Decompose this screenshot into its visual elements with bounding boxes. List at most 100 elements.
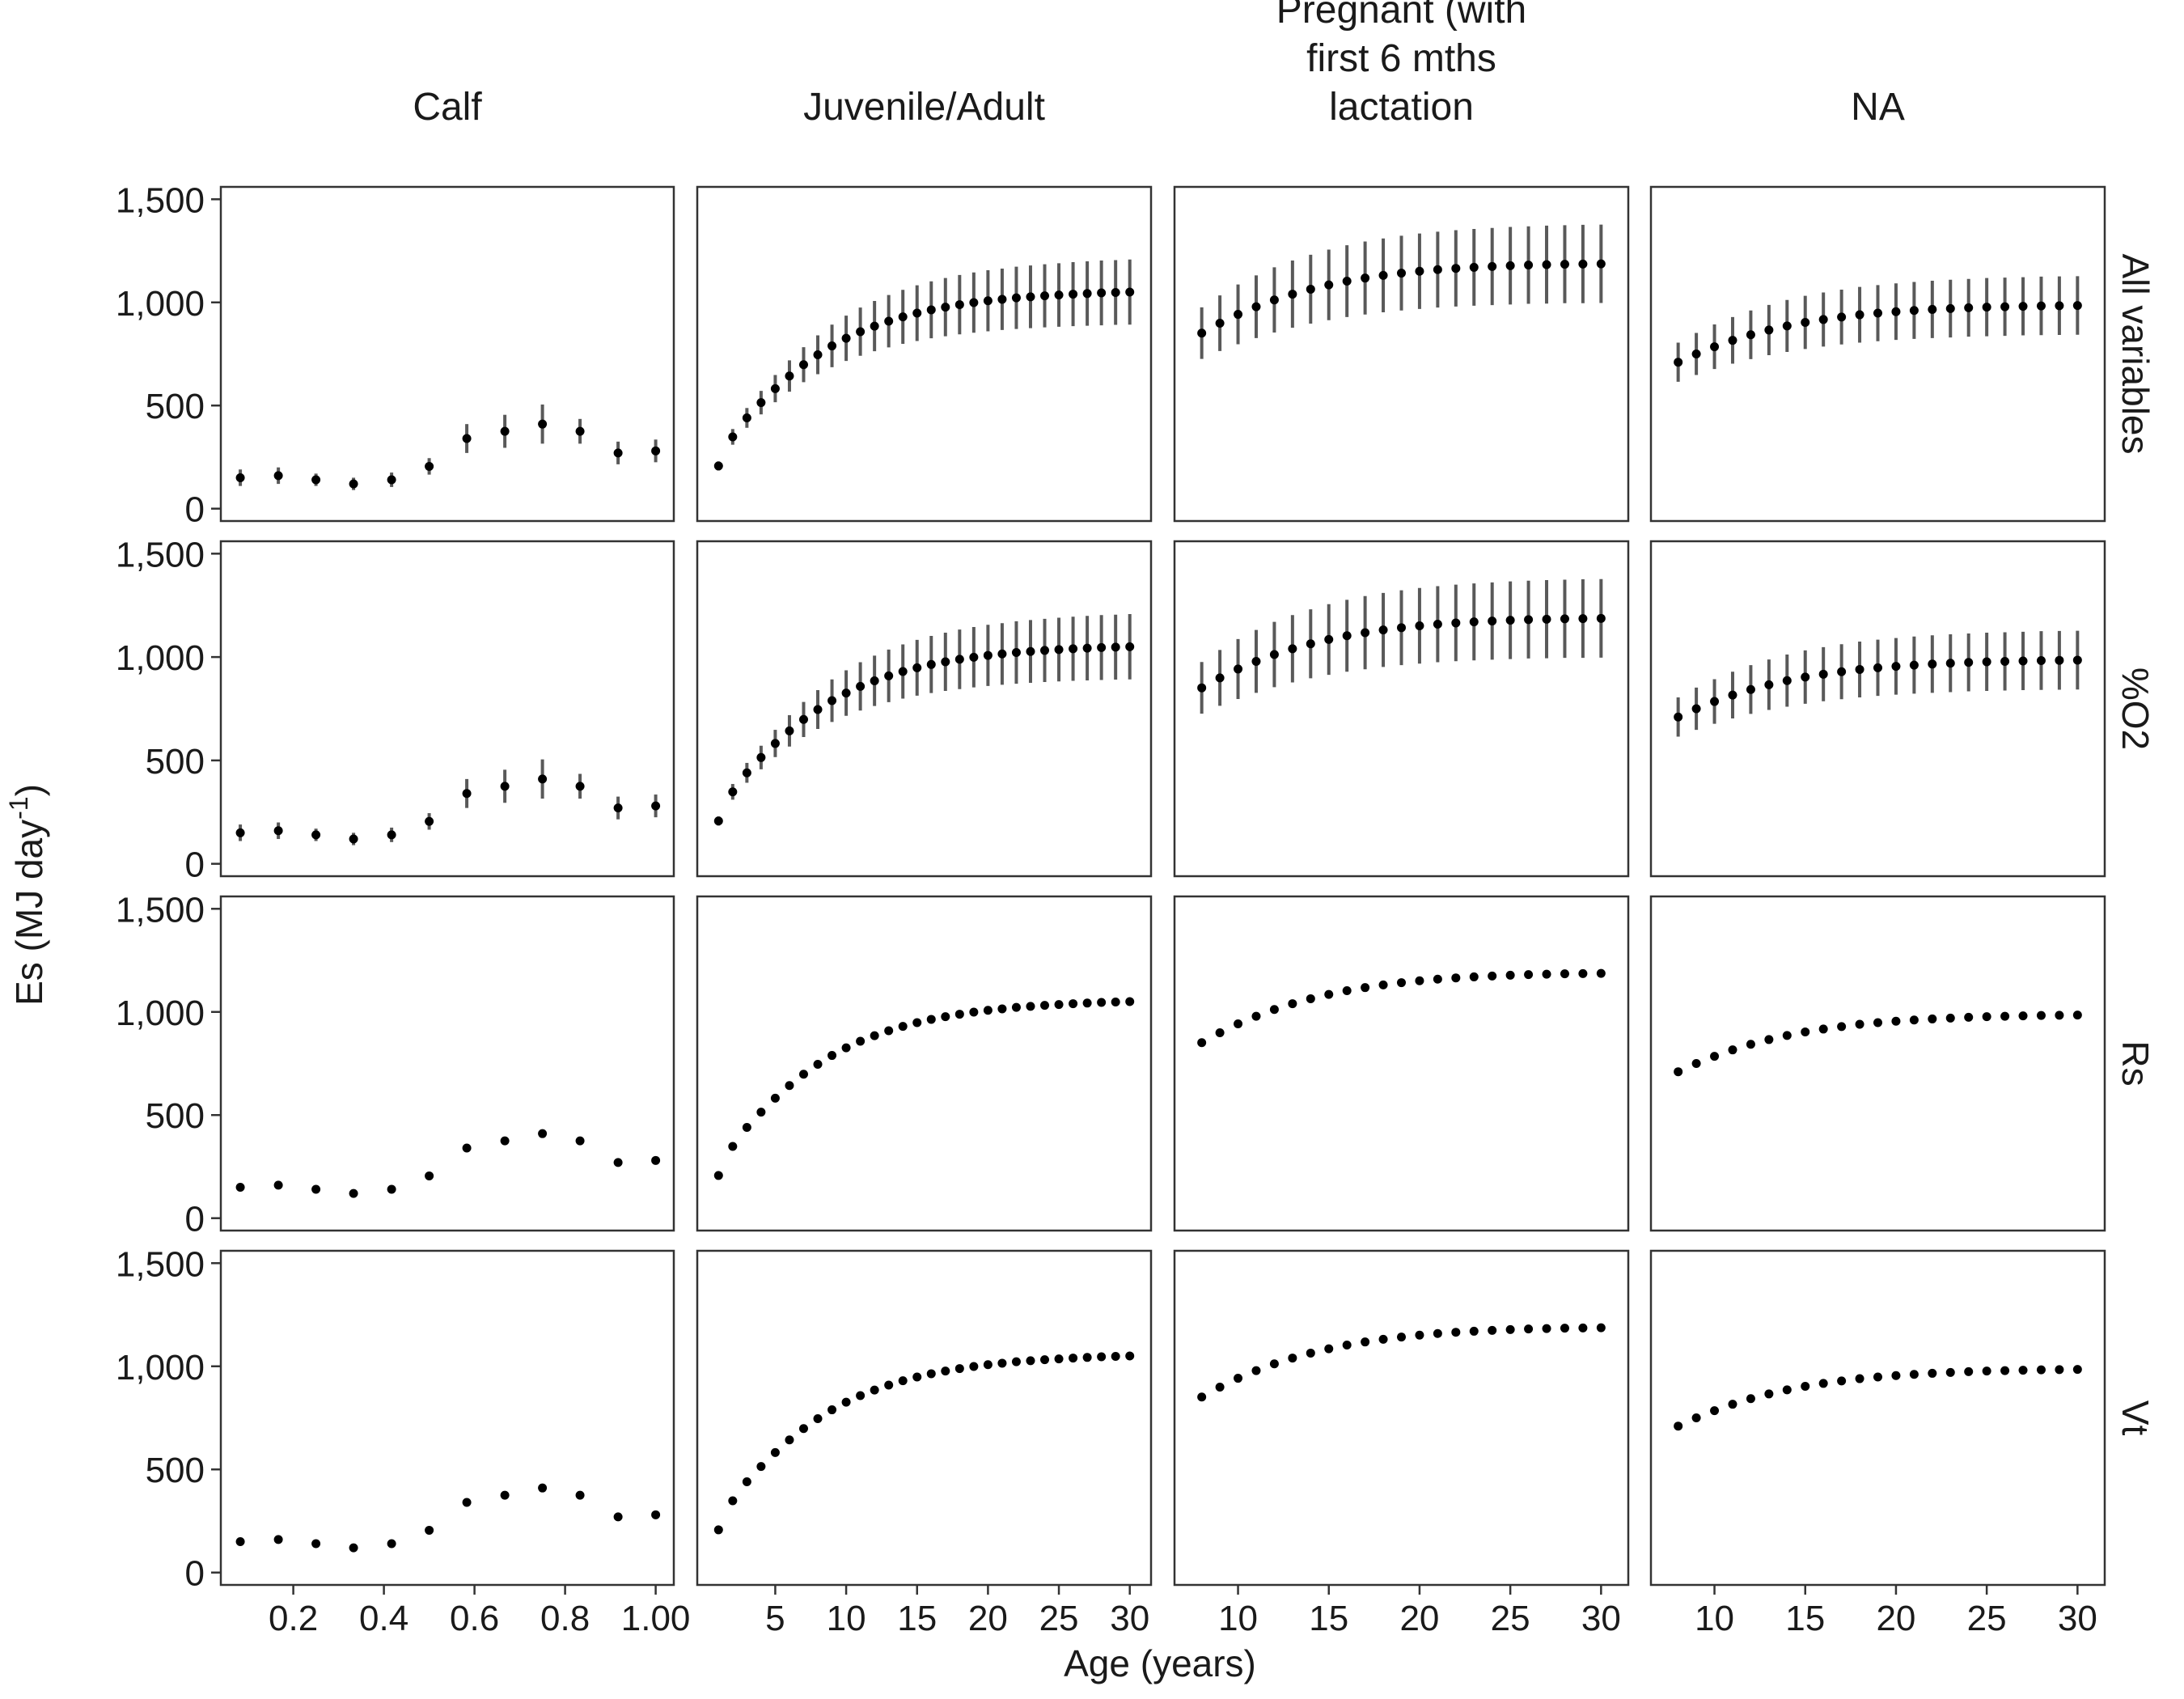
data-point [1342,1341,1352,1350]
data-point [969,1007,979,1017]
data-point [1054,290,1064,300]
data-point [756,1108,766,1117]
data-point [1746,684,1755,694]
data-point [1964,1012,1974,1022]
data-point [1891,1016,1901,1026]
data-point [728,1496,738,1506]
data-point [1342,986,1352,996]
data-point [235,1182,245,1192]
data-point [311,475,321,485]
data-point [500,426,510,436]
data-point [870,321,879,331]
data-point [1097,1352,1107,1362]
data-point [1855,664,1864,674]
data-point [954,655,964,664]
data-point [1251,1011,1261,1021]
data-point [1982,657,1991,667]
data-point [1982,1366,1991,1376]
data-point [1342,631,1352,641]
data-point [1324,989,1334,999]
data-point [1691,704,1701,714]
data-point [613,1512,623,1522]
data-point [349,834,358,844]
panel-border [219,540,675,878]
y-tick-label: 1,500 [116,535,205,574]
data-point [462,434,472,443]
row-title: Vt [2114,1400,2156,1436]
data-point [926,1369,936,1379]
data-point [1728,1045,1737,1055]
data-point [1524,615,1534,625]
y-tick-label: 0 [185,490,205,530]
data-point [1026,292,1035,302]
data-point [1415,266,1424,276]
data-point [1011,647,1021,657]
data-point [1728,690,1737,700]
data-point [1011,1357,1021,1366]
data-point [311,1539,321,1549]
data-point [1505,1324,1515,1334]
x-tick-label: 0.8 [540,1599,590,1638]
y-tick-label: 500 [146,742,205,782]
data-point [1397,978,1406,988]
data-point [1324,1344,1334,1354]
data-point [1125,1351,1135,1361]
panel-border [696,540,1153,878]
data-point [1524,1324,1534,1334]
data-point [311,830,321,840]
data-point [1964,1366,1974,1376]
data-point [1928,659,1937,669]
y-tick-label: 1,500 [116,180,205,220]
data-point [1054,1000,1064,1010]
data-point [969,652,979,662]
data-point [1505,970,1515,980]
panel-border [219,185,675,523]
column-headers: Calf Juvenile/Adult Pregnant (with first 6 … [413,0,1905,129]
data-point [941,657,950,667]
data-point [1234,310,1243,320]
data-point [349,1188,358,1198]
data-point [2018,1366,2028,1375]
data-point [770,1093,780,1103]
data-point [462,1143,472,1153]
data-point [575,1490,585,1500]
data-point [1945,1013,1955,1023]
column-title: first 6 mths [1306,37,1496,80]
data-point [2000,302,2010,311]
x-tick-label: 0.2 [269,1599,318,1638]
data-point [870,676,879,685]
data-point [1361,628,1370,638]
y-tick-label: 1,500 [116,890,205,930]
data-point [798,1070,808,1079]
data-point [2018,1011,2028,1021]
data-point [841,1043,851,1053]
data-point [1269,295,1279,305]
data-point [1125,287,1135,297]
data-point [1111,642,1120,652]
data-point [1945,1367,1955,1377]
panel [696,1249,1153,1587]
panel [1649,540,2106,878]
panel-border [696,185,1153,523]
data-point [1361,983,1370,993]
data-point [1873,1018,1882,1027]
data-point [1378,270,1388,280]
data-point [926,305,936,315]
data-point [1451,618,1461,628]
data-point [1097,642,1107,652]
data-point [983,296,993,306]
data-point [387,475,396,485]
data-point [713,1525,723,1535]
column-title: Calf [413,86,482,129]
data-point [1801,1027,1810,1036]
data-point [884,316,894,326]
data-point [613,803,623,813]
data-point [1097,998,1107,1007]
y-tick-label: 1,500 [116,1244,205,1284]
data-point [1125,997,1135,1006]
row-title: All variables [2114,254,2156,455]
data-point [1125,642,1135,651]
data-point [1469,262,1479,272]
data-point [1782,1385,1792,1395]
